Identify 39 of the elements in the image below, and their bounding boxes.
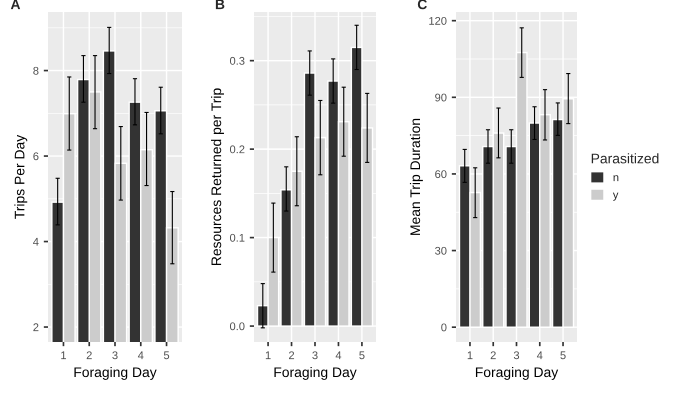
y-axis-title: Resources Returned per Trip: [211, 88, 224, 266]
x-axis-title: Foraging Day: [274, 366, 357, 380]
y-tick-label: 0.0: [230, 322, 245, 330]
y-tick-label: 0.1: [230, 234, 244, 242]
x-axis-title: Foraging Day: [74, 366, 157, 380]
legend-label: n: [614, 175, 618, 182]
y-axis-title: Mean Trip Duration: [410, 118, 423, 235]
y-tick-label: 120: [429, 16, 447, 25]
x-tick-label: 1: [266, 351, 271, 360]
y-tick-label: 6: [33, 152, 38, 160]
y-tick-label: 60: [435, 170, 447, 178]
chart-title: B: [216, 0, 224, 10]
y-tick-label: 90: [435, 94, 447, 102]
x-tick-label: 2: [289, 351, 294, 360]
x-tick-label: 1: [61, 351, 66, 360]
y-tick-label: 30: [435, 246, 447, 255]
x-tick-label: 1: [468, 351, 473, 360]
x-tick-label: 5: [164, 351, 170, 360]
legend-title: Parasitized: [592, 153, 658, 164]
x-tick-label: 3: [514, 351, 520, 360]
x-tick-label: 4: [138, 351, 144, 360]
x-tick-label: 5: [560, 351, 566, 360]
y-tick-label: 2: [33, 323, 38, 332]
y-axis-title: Trips Per Day: [14, 134, 28, 219]
x-axis-title: Foraging Day: [476, 366, 558, 380]
x-tick-label: 4: [336, 351, 342, 360]
x-tick-label: 4: [536, 351, 543, 360]
legend-label: y: [612, 192, 618, 201]
x-tick-label: 2: [490, 351, 496, 360]
y-tick-label: 0.3: [230, 56, 244, 65]
x-tick-label: 3: [312, 351, 318, 360]
y-tick-label: 8: [33, 66, 38, 75]
x-tick-label: 5: [359, 351, 365, 360]
x-tick-label: 2: [86, 351, 92, 360]
y-tick-label: 0: [441, 323, 447, 332]
y-tick-label: 0.2: [230, 145, 244, 154]
y-tick-label: 4: [33, 238, 39, 246]
chart-title: A: [10, 0, 20, 10]
x-tick-label: 3: [112, 351, 118, 360]
